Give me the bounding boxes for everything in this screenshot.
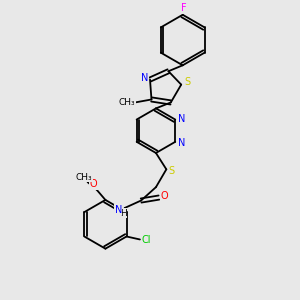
Text: S: S (185, 77, 191, 87)
Text: O: O (90, 179, 97, 189)
Text: CH₃: CH₃ (76, 172, 92, 182)
Text: N: N (178, 114, 185, 124)
Text: N: N (141, 73, 148, 83)
Text: O: O (160, 191, 168, 201)
Text: N: N (115, 205, 122, 215)
Text: N: N (178, 138, 185, 148)
Text: S: S (169, 166, 175, 176)
Text: H: H (120, 209, 127, 218)
Text: F: F (182, 3, 187, 13)
Text: CH₃: CH₃ (118, 98, 135, 107)
Text: Cl: Cl (142, 235, 151, 245)
